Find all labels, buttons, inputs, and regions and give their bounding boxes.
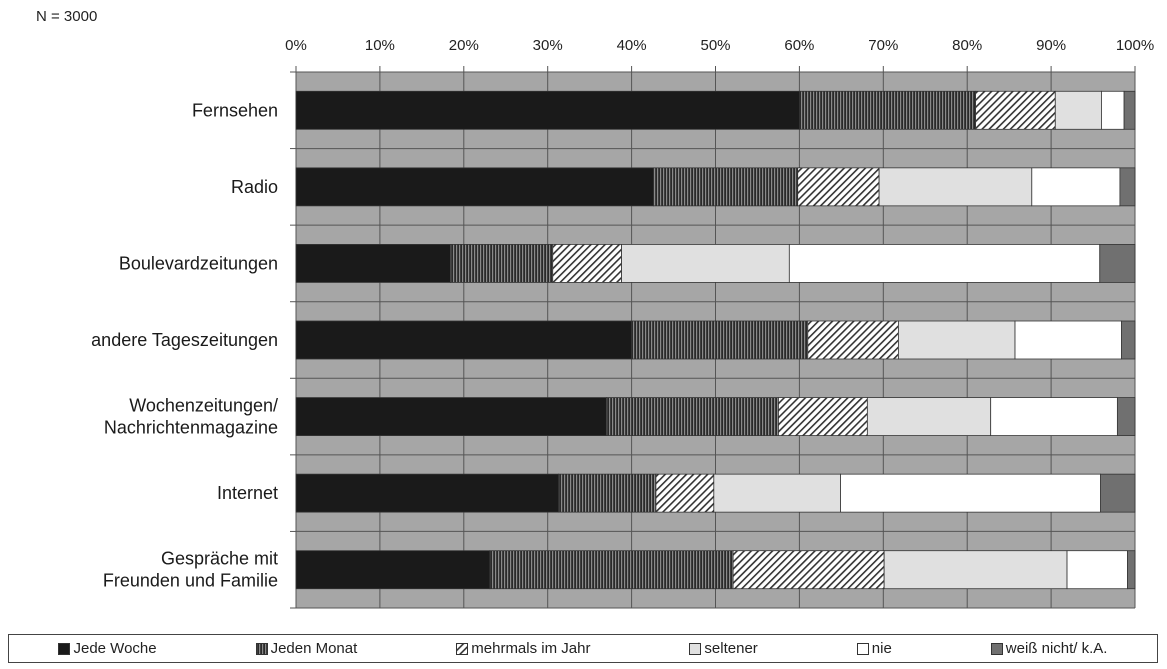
category-labels: Fernsehen Radio Boulevardzeitungen andere T…: [91, 100, 278, 590]
bar-segment: [295, 473, 560, 513]
bar-segment: [878, 167, 1033, 207]
category-label: Radio: [231, 177, 278, 197]
bar-segment: [621, 244, 790, 283]
bar-segment: [1121, 320, 1136, 360]
bar-segment: [655, 473, 715, 513]
legend-label: Jede Woche: [73, 640, 157, 657]
legend: Jede Woche Jeden Monat mehrmals im Jahr sel…: [8, 634, 1158, 663]
bar-segment: [1054, 90, 1102, 130]
legend-swatch: [689, 642, 702, 655]
legend-item: Jede Woche: [58, 640, 157, 657]
bar-segment: [799, 90, 976, 130]
legend-item: weiß nicht/ k.A.: [990, 640, 1108, 657]
bar-segment: [713, 473, 841, 513]
bar-segment: [606, 397, 779, 436]
legend-item: seltener: [689, 640, 758, 657]
legend-label: nie: [871, 640, 892, 657]
legend-swatch: [255, 642, 268, 655]
bar-segments: [295, 90, 1136, 590]
bar-segment: [449, 244, 554, 283]
sample-size-note: N = 3000: [36, 8, 98, 25]
legend-item: mehrmals im Jahr: [456, 640, 590, 657]
x-tick-label: 50%: [700, 37, 730, 54]
x-tick-label: 10%: [365, 37, 395, 54]
bar-segment: [295, 244, 451, 283]
bar-segment: [975, 90, 1056, 130]
legend-label: weiß nicht/ k.A.: [1005, 640, 1108, 657]
bar-segment: [807, 320, 899, 360]
x-tick-label: 70%: [868, 37, 898, 54]
x-tick-label: 20%: [449, 37, 479, 54]
legend-label: Jeden Monat: [270, 640, 358, 657]
bar-segment: [1031, 167, 1121, 207]
legend-swatch: [456, 642, 469, 655]
bar-segment: [295, 167, 654, 207]
x-tick-label: 0%: [285, 37, 307, 54]
bar-segment: [1014, 320, 1122, 360]
bar-segment: [788, 244, 1101, 283]
bar-segment: [552, 244, 622, 283]
bar-segment: [797, 167, 880, 207]
bar-segment: [1066, 550, 1128, 590]
bar-segment: [653, 167, 799, 207]
x-tick-label: 40%: [617, 37, 647, 54]
bar-segment: [778, 397, 868, 436]
bar-segment: [295, 90, 800, 130]
x-tick-label: 100%: [1116, 37, 1154, 54]
category-label: Boulevardzeitungen: [119, 253, 278, 273]
x-tick-labels: 0% 10% 20% 30% 40% 50% 60% 70% 80% 90% 100%: [285, 37, 1154, 72]
bar-segment: [1123, 90, 1136, 130]
legend-swatch: [856, 642, 869, 655]
bar-segment: [898, 320, 1016, 360]
bar-segment: [732, 550, 885, 590]
legend-item: Jeden Monat: [255, 640, 358, 657]
bar-segment: [840, 473, 1102, 513]
x-tick-label: 80%: [952, 37, 982, 54]
legend-label: seltener: [704, 640, 758, 657]
bar-segment: [1100, 473, 1136, 513]
bar-segment: [295, 550, 491, 590]
bar-segment: [1099, 244, 1136, 283]
legend-swatch: [58, 642, 71, 655]
bar-segment: [295, 397, 607, 436]
bar-segment: [295, 320, 633, 360]
category-label: Gespräche mit Freunden und Familie: [103, 549, 278, 591]
bar-segment: [1116, 397, 1136, 436]
category-label: Internet: [217, 483, 278, 503]
category-label: Fernsehen: [192, 100, 278, 120]
bar-segment: [558, 473, 657, 513]
legend-swatch: [990, 642, 1003, 655]
legend-label: mehrmals im Jahr: [471, 640, 591, 657]
category-label: Wochenzeitungen/Nachrichtenmagazine: [104, 396, 278, 438]
x-tick-label: 30%: [533, 37, 563, 54]
bar-segment: [1127, 550, 1136, 590]
bar-segment: [866, 397, 992, 436]
bar-segment: [883, 550, 1068, 590]
stacked-bar-chart: 0% 10% 20% 30% 40% 50% 60% 70% 80% 90% 100% Fernse…: [91, 37, 1154, 609]
bar-segment: [1119, 167, 1136, 207]
bar-segment: [489, 550, 734, 590]
x-tick-label: 60%: [784, 37, 814, 54]
legend-item: nie: [856, 640, 892, 657]
bar-segment: [1101, 90, 1125, 130]
bar-segment: [631, 320, 809, 360]
category-label: andere Tageszeitungen: [91, 330, 278, 350]
x-tick-label: 90%: [1036, 37, 1066, 54]
bar-segment: [990, 397, 1118, 436]
